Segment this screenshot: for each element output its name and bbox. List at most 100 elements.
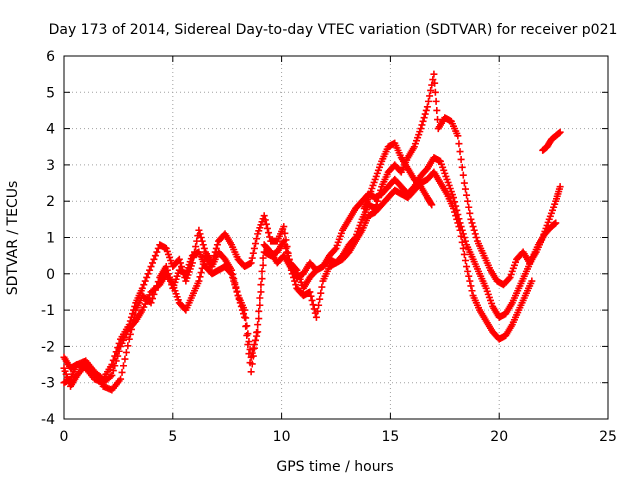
data-point [454, 132, 462, 140]
y-tick-label: 3 [46, 158, 55, 174]
data-point [256, 294, 264, 302]
data-point [147, 263, 155, 271]
x-axis-label: GPS time / hours [276, 459, 393, 475]
data-point [422, 106, 430, 114]
data-point [195, 226, 203, 234]
data-point [314, 307, 322, 315]
data-point [287, 266, 295, 274]
data-point [236, 299, 244, 307]
data-point [197, 234, 205, 241]
data-point [109, 367, 117, 375]
data-point [331, 246, 339, 254]
y-tick-label: 6 [46, 49, 55, 65]
data-point [244, 341, 252, 349]
data-point [464, 267, 472, 275]
data-point [141, 277, 149, 285]
data-point [470, 226, 478, 234]
data-point [468, 219, 476, 227]
data-point [426, 92, 434, 100]
data-point [283, 248, 291, 256]
data-point [461, 185, 469, 193]
data-point [456, 148, 464, 156]
data-point [238, 306, 246, 314]
data-point [423, 103, 431, 111]
data-point [258, 267, 266, 275]
data-point [434, 116, 442, 124]
data-point [466, 277, 474, 285]
y-tick-label: 2 [46, 194, 55, 210]
data-point [241, 313, 249, 321]
data-point [466, 209, 474, 217]
data-point [460, 234, 468, 241]
data-point [143, 273, 151, 281]
data-point [118, 368, 126, 376]
data-point [249, 249, 257, 257]
data-point [115, 347, 123, 355]
data-point [469, 223, 477, 231]
data-point [251, 240, 259, 248]
x-tick-label: 15 [381, 429, 399, 445]
data-point [232, 283, 240, 291]
data-point [146, 266, 154, 274]
data-point [472, 234, 480, 241]
data-point [467, 282, 475, 290]
data-point [228, 266, 236, 274]
data-point [199, 241, 207, 249]
data-point [451, 208, 459, 216]
data-point [175, 255, 183, 263]
y-tick-label: -4 [41, 412, 55, 428]
data-point [250, 244, 258, 252]
data-point [461, 237, 469, 245]
data-point [431, 79, 439, 87]
data-point [457, 232, 465, 240]
data-point [465, 272, 473, 280]
data-point [292, 265, 300, 273]
data-point [317, 289, 325, 297]
data-point [114, 352, 122, 360]
data-point [258, 275, 266, 283]
data-point [253, 328, 261, 336]
data-point [240, 310, 248, 318]
data-point [199, 260, 207, 268]
data-point [192, 243, 200, 251]
data-point [195, 277, 203, 285]
grid [64, 56, 608, 419]
data-point [459, 244, 467, 252]
data-point [151, 252, 159, 260]
y-tick-label: 0 [46, 267, 55, 283]
x-tick-label: 25 [599, 429, 617, 445]
data-point [424, 97, 432, 105]
data-point [212, 244, 220, 252]
data-point [463, 191, 471, 199]
data-point [452, 212, 460, 220]
data-point [556, 183, 564, 191]
data-point [463, 263, 471, 271]
data-point [465, 203, 473, 211]
data-point [429, 76, 437, 84]
data-point [153, 248, 161, 256]
data-point [235, 295, 243, 303]
data-point [196, 230, 204, 238]
data-point [312, 313, 320, 321]
data-point [147, 299, 155, 307]
data-point [456, 226, 464, 234]
data-point [247, 368, 255, 376]
series-1 [60, 70, 564, 383]
data-point [233, 287, 241, 295]
x-tick-label: 0 [60, 429, 69, 445]
data-point [282, 244, 290, 252]
ticks: 0 5 10 15 20 25 -4 -3 -2 -1 0 1 2 3 4 5 6 [41, 49, 617, 445]
data-point [450, 204, 458, 212]
data-point [467, 215, 475, 223]
data-point [263, 224, 271, 232]
data-point [229, 270, 237, 278]
data-point [111, 362, 119, 370]
data-point [316, 295, 324, 303]
data-point [200, 244, 208, 252]
data-point [121, 355, 129, 363]
y-tick-label: -3 [41, 376, 55, 392]
data-point [461, 256, 469, 264]
data-points [60, 70, 564, 394]
data-point [318, 283, 326, 291]
data-point [119, 362, 127, 370]
